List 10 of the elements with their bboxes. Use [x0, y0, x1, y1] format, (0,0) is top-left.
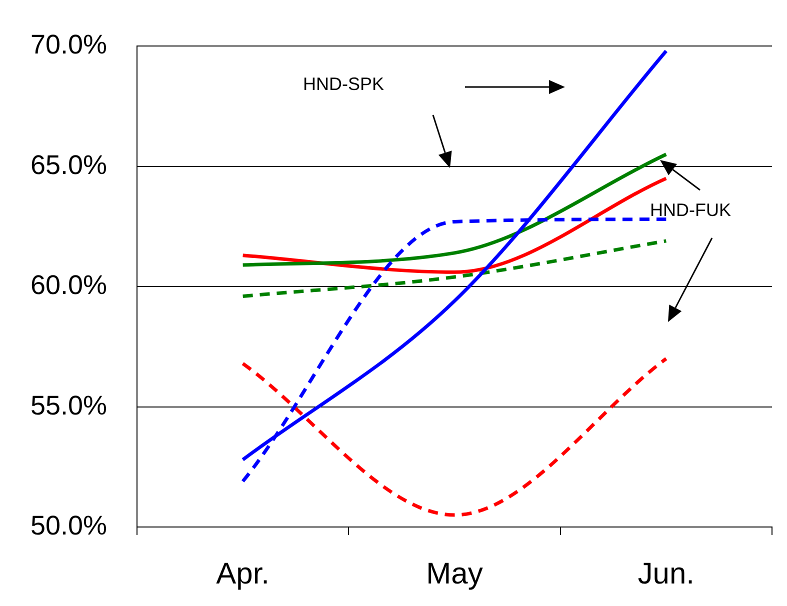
y-tick-label: 50.0%	[30, 510, 107, 540]
annotation: HND-FUK	[650, 200, 731, 221]
annotation: HND-SPK	[303, 74, 384, 95]
x-tick-label: Jun.	[638, 557, 695, 590]
y-tick-label: 65.0%	[30, 150, 107, 180]
y-tick-label: 70.0%	[30, 30, 107, 60]
x-tick-label: May	[426, 557, 483, 590]
y-tick-label: 60.0%	[30, 270, 107, 300]
y-tick-label: 55.0%	[30, 390, 107, 420]
x-tick-label: Apr.	[216, 557, 270, 590]
